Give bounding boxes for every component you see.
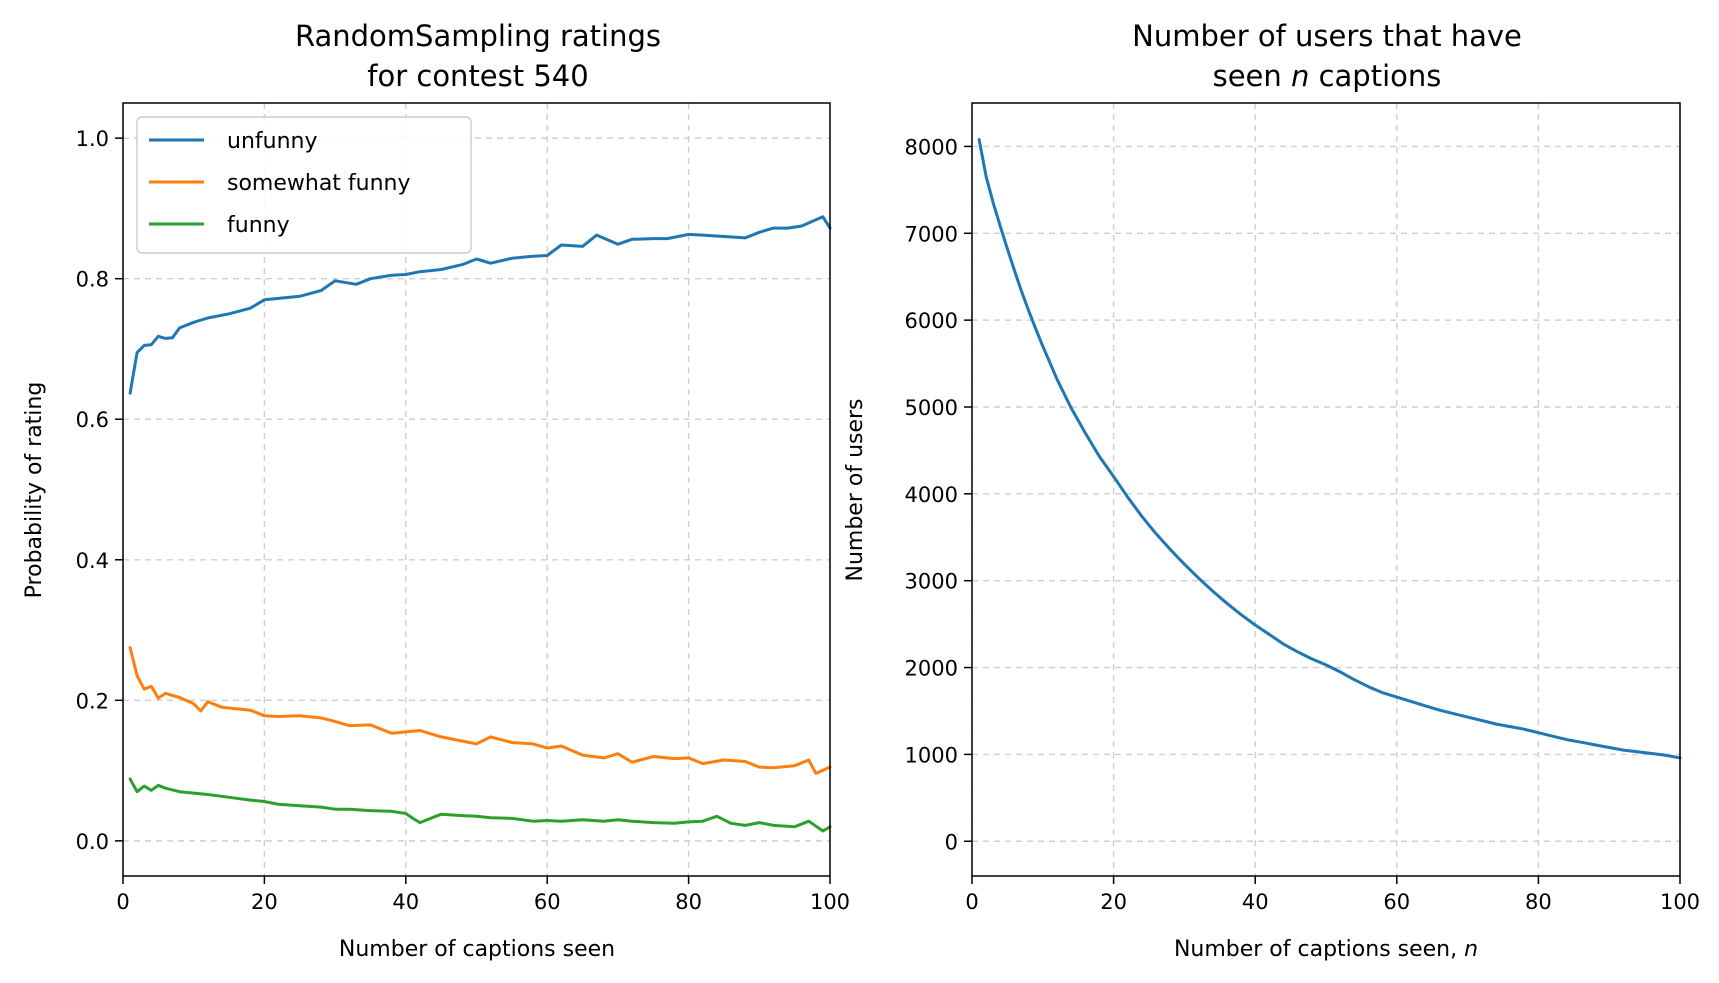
users-ytick-label: 6000: [905, 309, 958, 333]
ratings-ytick-label: 0.6: [76, 408, 109, 432]
ratings-chart-ticks: 0 20 40 60 80 100 0.0 0.2 0.4 0.6 0.8 1.0: [76, 127, 850, 914]
ratings-chart-xlabel: Number of captions seen: [339, 937, 615, 962]
ratings-ytick-label: 0.4: [76, 549, 109, 573]
ratings-chart-frame: [122, 102, 831, 877]
ratings-ytick-label: 1.0: [76, 127, 109, 151]
users-ytick-label: 2000: [905, 657, 958, 681]
users-chart-title-line2: seen n captions: [1213, 59, 1442, 93]
ratings-ytick-label: 0.0: [76, 830, 109, 854]
users-chart-frame: [971, 102, 1681, 877]
ratings-line-funny: [128, 777, 832, 833]
users-ytick-label: 0: [945, 830, 958, 854]
users-chart-title-n: n: [1291, 59, 1309, 93]
ratings-chart-legend: unfunny somewhat funny funny: [136, 116, 472, 254]
users-line-users: [977, 138, 1682, 760]
users-chart-grid: [971, 103, 1681, 876]
ratings-xtick-label: 40: [392, 890, 419, 914]
ratings-xtick-label: 0: [116, 890, 129, 914]
legend-box: [136, 116, 472, 254]
users-ytick-label: 7000: [905, 222, 958, 246]
users-xtick-label: 100: [1660, 890, 1700, 914]
users-chart: Number of users that have seen n caption…: [843, 19, 1700, 962]
users-chart-xlabel-n: n: [1464, 937, 1478, 962]
users-xtick-label: 0: [965, 890, 978, 914]
ratings-chart-title-line1: RandomSampling ratings: [295, 19, 661, 53]
legend-label-funny: funny: [227, 213, 290, 238]
users-xtick-label: 40: [1242, 890, 1269, 914]
ratings-chart: RandomSampling ratings for contest 540 0…: [22, 19, 850, 962]
users-xtick-label: 20: [1100, 890, 1127, 914]
users-xtick-label: 60: [1383, 890, 1410, 914]
ratings-xtick-label: 80: [675, 890, 702, 914]
users-chart-ticks: 0 20 40 60 80 1000100020003000400050006000700…: [905, 135, 1701, 914]
ratings-line-unfunny: [128, 215, 832, 395]
users-ytick-label: 3000: [905, 570, 958, 594]
ratings-xtick-label: 100: [810, 890, 850, 914]
ratings-chart-ylabel: Probability of rating: [22, 382, 47, 599]
users-ytick-label: 5000: [905, 396, 958, 420]
legend-label-somewhat-funny: somewhat funny: [227, 171, 411, 196]
ratings-chart-title-line2: for contest 540: [367, 59, 588, 93]
users-chart-title-line1: Number of users that have: [1132, 19, 1522, 53]
users-ytick-label: 8000: [905, 135, 958, 159]
users-chart-title-part1: seen: [1213, 59, 1291, 93]
users-ytick-label: 1000: [905, 743, 958, 767]
ratings-chart-series: [128, 215, 832, 833]
ratings-line-somewhat-funny: [128, 646, 832, 775]
legend-label-unfunny: unfunny: [227, 129, 317, 154]
users-xtick-label: 80: [1525, 890, 1552, 914]
users-chart-title-part2: captions: [1309, 59, 1441, 93]
users-chart-ylabel: Number of users: [843, 398, 868, 581]
ratings-xtick-label: 60: [534, 890, 561, 914]
users-chart-xlabel-text: Number of captions seen,: [1174, 937, 1464, 962]
users-chart-xlabel: Number of captions seen, n: [1174, 937, 1478, 962]
ratings-ytick-label: 0.8: [76, 268, 109, 292]
users-chart-series: [977, 138, 1682, 760]
users-ytick-label: 4000: [905, 483, 958, 507]
ratings-ytick-label: 0.2: [76, 689, 109, 713]
ratings-xtick-label: 20: [251, 890, 278, 914]
